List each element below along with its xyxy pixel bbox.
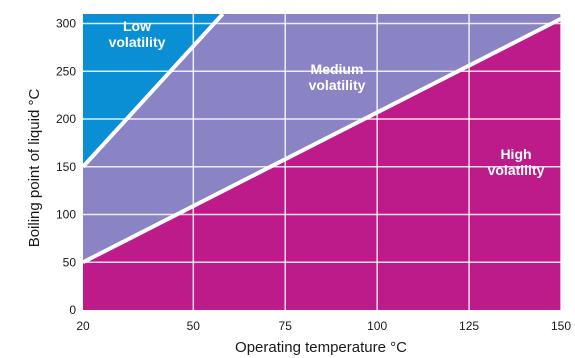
y-tick-label: 50	[63, 255, 77, 269]
boundary-lines	[81, 12, 562, 265]
y-tick-label: 100	[56, 208, 76, 222]
region-label-line: Low	[123, 18, 151, 34]
x-tick-label: 50	[187, 319, 201, 333]
region-label-low: Low volatility	[109, 18, 166, 50]
region-label-high: High volatility	[488, 146, 545, 178]
medium-high-boundary-line	[82, 16, 562, 265]
region-label-line: volatility	[488, 162, 545, 178]
y-tick-label: 200	[56, 112, 76, 126]
region-label-line: volatility	[309, 77, 366, 93]
region-label-medium: Medium volatility	[309, 61, 366, 93]
y-tick-label: 300	[56, 17, 76, 31]
region-label-line: High	[500, 146, 531, 162]
region-areas	[83, 14, 561, 310]
y-tick-label: 250	[56, 64, 76, 78]
region-label-line: volatility	[109, 34, 166, 50]
gridlines	[83, 14, 562, 310]
x-axis-title: Operating temperature °C	[235, 339, 407, 356]
region-high-area	[83, 18, 561, 310]
y-tick-label: 0	[69, 303, 76, 317]
x-tick-label: 150	[551, 319, 571, 333]
x-tick-label: 125	[459, 319, 479, 333]
x-tick-label: 20	[76, 319, 90, 333]
low-medium-boundary-line	[81, 12, 225, 169]
y-tick-labels: 0 50 100 150 200 250 300	[56, 17, 76, 317]
x-tick-labels: 20 50 75 100 125 150	[76, 319, 571, 333]
x-tick-label: 100	[367, 319, 387, 333]
y-tick-label: 150	[56, 160, 76, 174]
x-tick-label: 75	[279, 319, 293, 333]
region-label-line: Medium	[311, 61, 364, 77]
y-axis-title: Boiling point of liquid °C	[26, 89, 43, 248]
